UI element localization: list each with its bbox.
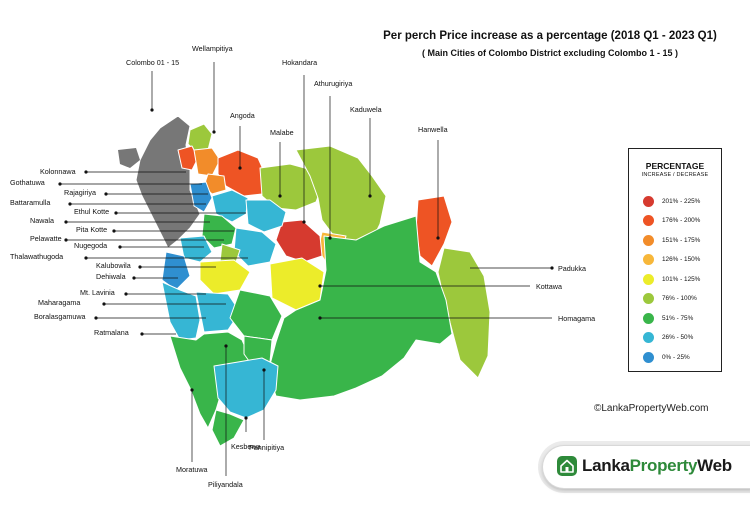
legend-label: 126% - 150% (662, 256, 701, 263)
region-piliyandala (211, 409, 245, 447)
label-nugegoda: Nugegoda (74, 241, 108, 250)
brand-logo-text: LankaPropertyWeb (582, 456, 732, 475)
legend-item: 51% - 75% (643, 312, 693, 324)
label-piliyandala: Piliyandala (208, 480, 243, 489)
legend-title: PERCENTAGE (645, 161, 705, 171)
region-nugegoda (179, 235, 213, 263)
label-rajagiriya: Rajagiriya (64, 188, 96, 197)
legend-swatch (643, 332, 654, 343)
label-battaramulla: Battaramulla (10, 198, 51, 207)
legend-label: 51% - 75% (662, 314, 694, 322)
region-kesbewa (213, 357, 279, 419)
house-icon (557, 456, 577, 476)
legend-swatch (643, 195, 654, 207)
legend-subtitle: INCREASE / DECREASE (641, 172, 709, 178)
legend-label: 26% - 50% (662, 334, 694, 341)
label-angoda: Angoda (230, 111, 255, 120)
legend-swatch (643, 312, 654, 324)
label-pelawatte: Pelawatte (30, 234, 62, 243)
label-hanwella: Hanwella (418, 125, 448, 134)
label-malabe: Malabe (270, 128, 294, 137)
label-pita-kotte: Pita Kotte (76, 225, 108, 234)
label-kaduwela: Kaduwela (350, 105, 382, 114)
region-dehiwala (161, 251, 191, 291)
region-rajagiriya (189, 181, 213, 213)
legend-item: 0% - 25% (643, 351, 690, 363)
legend-label: 0% - 25% (662, 353, 690, 361)
legend-label: 176% - 200% (662, 217, 701, 224)
label-thalawathugoda: Thalawathugoda (10, 252, 64, 261)
region-kalubowila (199, 259, 251, 295)
label-homagama: Homagama (558, 314, 596, 323)
region-kolonnawa (177, 145, 199, 171)
legend-item: 26% - 50% (643, 332, 693, 344)
legend-label: 201% - 225% (662, 197, 701, 205)
region-pelawatte (233, 227, 277, 267)
label-colombo: Colombo 01 - 15 (126, 58, 180, 67)
label-kolonnawa: Kolonnawa (40, 167, 76, 176)
legend-label: 76% - 100% (662, 295, 697, 302)
legend-item: 176% - 200% (643, 215, 700, 227)
label-kottawa: Kottawa (536, 282, 562, 291)
legend-swatch (643, 234, 654, 246)
region-ethul-kotte (245, 199, 287, 233)
region-wellampitiya-east (193, 147, 221, 177)
label-dehiwala: Dehiwala (96, 272, 126, 281)
label-padukka: Padukka (558, 264, 586, 273)
legend-item: 201% - 225% (643, 195, 700, 207)
brand-banner (543, 446, 750, 488)
region-mt-lavinia (161, 281, 201, 341)
legend-label: 101% - 125% (662, 275, 701, 283)
page-title: Per perch Price increase as a percentage… (383, 30, 717, 42)
label-boralasgamuwa: Boralasgamuwa (34, 312, 86, 321)
region-battaramulla (211, 189, 249, 223)
legend-item: 76% - 100% (643, 293, 697, 305)
legend-label: 151% - 175% (662, 236, 701, 244)
legend-swatch (643, 215, 654, 226)
label-kalubowila: Kalubowila (96, 261, 131, 270)
label-ratmalana: Ratmalana (94, 328, 129, 337)
legend-item: 151% - 175% (643, 234, 700, 246)
label-mt-lavinia: Mt. Lavinia (80, 288, 115, 297)
region-hokandara (275, 219, 323, 263)
legend-item: 126% - 150% (643, 254, 700, 266)
legend-swatch (643, 351, 654, 363)
legend-item: 101% - 125% (643, 273, 700, 285)
label-maharagama: Maharagama (38, 298, 81, 307)
label-gothatuwa: Gothatuwa (10, 178, 45, 187)
copyright-text: ©LankaPropertyWeb.com (594, 403, 709, 414)
legend-swatch (643, 293, 654, 304)
region-homagama (267, 215, 453, 401)
label-moratuwa: Moratuwa (176, 465, 208, 474)
label-pannipitiya: Pannipitiya (249, 443, 285, 452)
legend-box: PERCENTAGE INCREASE / DECREASE 201% - 22… (628, 148, 722, 372)
label-nawala: Nawala (30, 216, 54, 225)
legend-swatch (643, 273, 654, 285)
label-athurugiriya: Athurugiriya (314, 79, 353, 88)
label-wellampitiya: Wellampitiya (192, 44, 233, 53)
label-ethul-kotte: Ethul Kotte (74, 207, 110, 216)
legend-swatch (643, 254, 654, 265)
page-subtitle: ( Main Cities of Colombo District exclud… (421, 48, 679, 58)
label-hokandara: Hokandara (282, 58, 318, 67)
label-kesbewa: Kesbewa (231, 442, 261, 451)
